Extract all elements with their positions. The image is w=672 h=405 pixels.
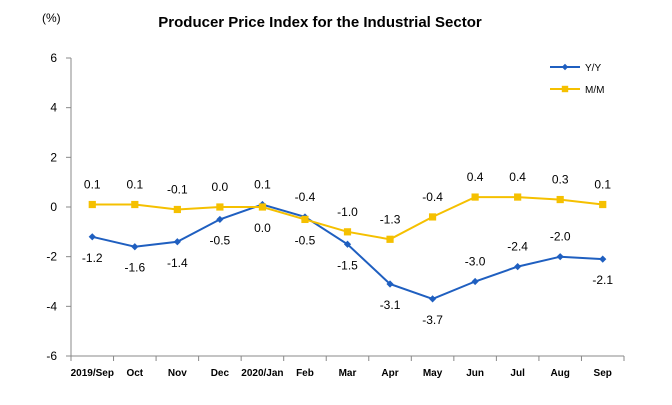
data-point [514,193,522,201]
data-label: 0.4 [467,170,484,184]
y-tick-label: 2 [50,150,57,164]
legend: Y/Y M/M [550,63,604,96]
x-tick-label: Aug [550,368,569,379]
data-label: -0.1 [167,182,188,196]
data-point [88,200,96,209]
data-label: -3.7 [422,313,443,327]
legend-marker [561,85,569,93]
data-point [428,295,437,303]
data-label: -3.1 [380,298,401,312]
data-label: -1.4 [167,256,188,270]
series-layer [88,193,607,303]
legend-marker [561,63,569,71]
data-label: 0.3 [552,173,569,187]
data-label: 0.1 [594,178,611,192]
data-label: -0.4 [422,190,443,204]
data-point [301,215,309,224]
data-label: -1.2 [82,251,103,265]
x-tick-label: May [423,368,443,379]
x-tick-label: Dec [211,368,230,379]
x-tick-label: Nov [168,368,187,379]
axes: 6 4 2 0 -2 -4 -6 2019/Sep Oct Nov Dec 2020/Jan Feb Ma… [46,51,625,379]
x-tick-label: Apr [381,368,398,379]
data-label: -0.4 [295,190,316,204]
data-label: -2.0 [550,230,571,244]
x-tick-label: Oct [126,368,143,379]
data-label: -1.0 [337,205,358,219]
data-point [343,240,352,248]
y-tick-label: 0 [50,200,57,214]
data-point [343,228,352,236]
data-point [556,195,564,204]
data-point [386,280,394,288]
data-label: 0.1 [126,178,143,192]
data-label: -1.6 [124,261,145,275]
x-tick-label: Jun [466,368,484,379]
data-label: 0.4 [509,170,526,184]
data-label: -2.4 [507,240,528,254]
data-labels: -1.2 -1.6 -1.4 -0.5 0.1 -0.4 -1.5 -3.1 -3.7 -3.0 -… [82,170,613,327]
data-label: -0.5 [210,233,231,247]
data-label: 0.1 [254,178,271,192]
data-label: -2.1 [592,273,613,287]
data-label: -1.5 [337,258,358,272]
x-tick-label: Sep [594,368,612,379]
chart-title: Producer Price Index for the Industrial … [158,14,482,31]
data-point [471,193,479,201]
data-point [131,200,139,209]
data-label: 0.0 [212,180,229,194]
data-point [428,213,437,221]
data-point [258,203,267,211]
data-label: -3.0 [465,255,486,269]
data-point [556,253,564,261]
y-tick-label: 6 [50,51,57,65]
data-point [131,243,139,251]
data-label: -0.5 [295,233,316,247]
y-unit-label: (%) [42,11,61,25]
data-point [216,203,224,211]
y-tick-label: -2 [46,250,57,264]
data-point [514,263,522,271]
data-point [599,200,607,209]
data-point [599,255,607,263]
data-point [386,235,394,243]
y-tick-label: -4 [46,299,57,313]
x-tick-label: 2020/Jan [241,368,283,379]
data-label: 0.1 [84,178,101,192]
y-tick-label: -6 [46,349,57,363]
x-tick-label: Mar [339,368,357,379]
data-label: 0.0 [254,221,271,235]
data-point [216,215,224,224]
data-label: -1.3 [380,212,401,226]
data-point [173,205,181,214]
data-point [471,277,479,286]
data-point [173,238,181,246]
y-tick-label: 4 [50,101,57,115]
x-tick-label: Jul [510,368,525,379]
x-tick-label: Feb [296,368,314,379]
x-tick-label: 2019/Sep [71,368,114,379]
legend-label: Y/Y [585,63,601,74]
data-point [88,233,96,241]
legend-label: M/M [585,85,604,96]
